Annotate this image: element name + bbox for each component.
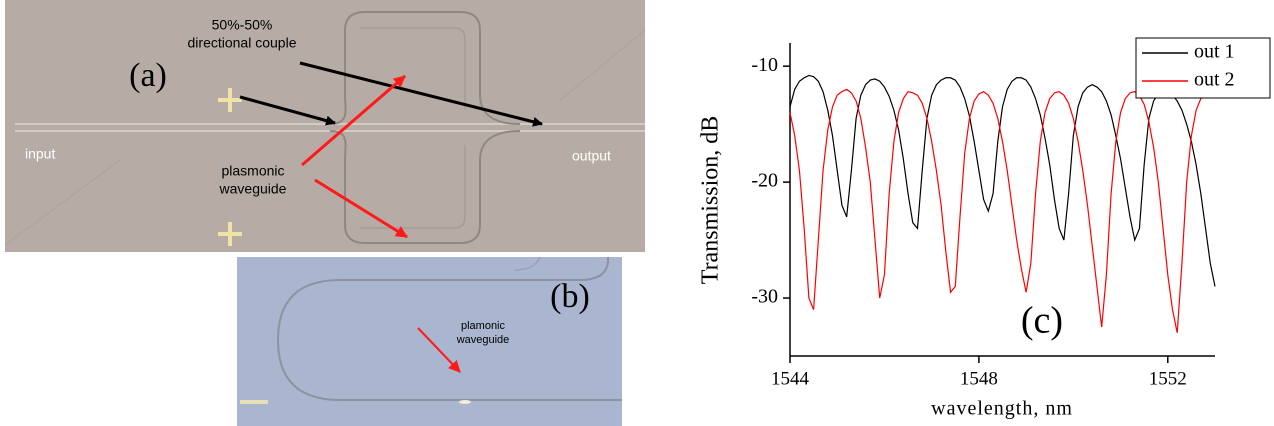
- panel-label: (a): [129, 57, 167, 94]
- arrow: [314, 178, 408, 239]
- x-tick-label: 1544: [771, 368, 810, 389]
- loop-waveguide: [514, 256, 541, 271]
- annotation: waveguide: [219, 181, 287, 197]
- y-tick-label: -30: [751, 286, 778, 308]
- panel-label: (c): [1021, 300, 1063, 342]
- panel-b: (b) plamonic waveguide: [237, 256, 622, 426]
- annotation: waveguide: [456, 334, 510, 346]
- series-line: [789, 74, 1216, 287]
- legend-box: [1135, 37, 1271, 99]
- x-tick-label: 1552: [1149, 368, 1187, 389]
- x-axis-label: wavelength, nm: [931, 398, 1073, 420]
- upper-loop: [329, 11, 521, 125]
- y-axis-label: Transmission, dB: [698, 116, 724, 285]
- annotation: input: [25, 146, 55, 162]
- annotation: directional couple: [188, 35, 297, 51]
- arrow: [299, 61, 543, 127]
- inner-loop: [360, 27, 466, 229]
- plasmonic-section: [459, 400, 471, 404]
- chart: Transmission, dB wavelength, nm (c) -10 -…: [698, 37, 1271, 420]
- legend-label: out 1: [1194, 41, 1235, 63]
- micrograph-b: [237, 257, 622, 426]
- series-line: [789, 88, 1215, 333]
- panel-label: (b): [550, 278, 590, 315]
- annotation: plamonic: [461, 320, 506, 332]
- annotation: plasmonic: [221, 163, 284, 179]
- x-tick-label: 1548: [960, 368, 998, 389]
- panel-a: 50%-50% directional couple (a) input out…: [4, 0, 646, 252]
- arrow: [417, 327, 461, 373]
- annotation: output: [572, 148, 611, 164]
- y-tick-label: -10: [751, 54, 778, 76]
- annotation: 50%-50%: [212, 17, 273, 33]
- arrow: [239, 95, 336, 126]
- background-feature: [4, 29, 646, 246]
- arrow: [301, 74, 406, 167]
- legend-label: out 2: [1194, 69, 1235, 91]
- y-tick-label: -20: [751, 170, 778, 192]
- micrograph-a: [5, 0, 645, 252]
- lower-loop: [329, 130, 521, 244]
- loop-waveguide: [276, 257, 622, 401]
- alignment-mark: [218, 88, 242, 246]
